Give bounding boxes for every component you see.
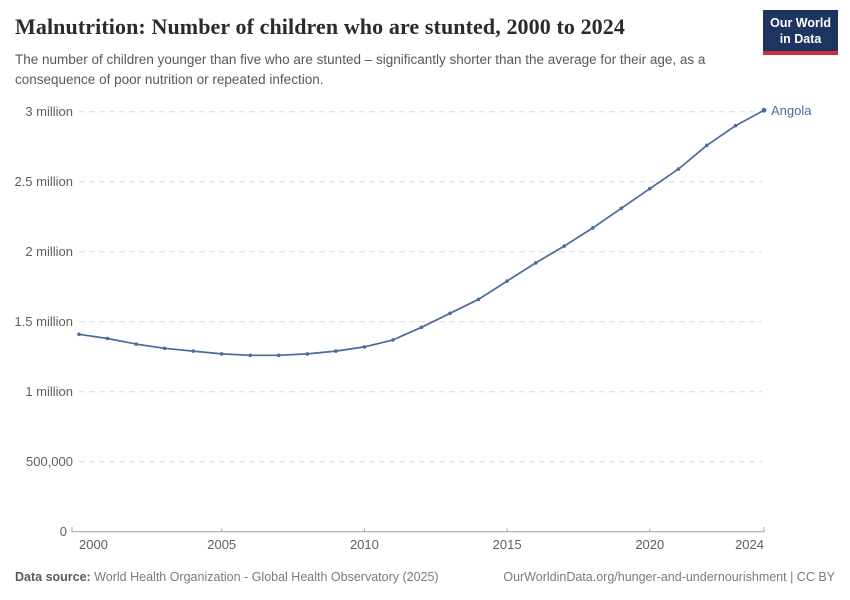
data-point[interactable] — [476, 297, 481, 302]
owid-logo[interactable]: Our World in Data — [763, 10, 838, 56]
data-point[interactable] — [419, 325, 424, 330]
data-point[interactable] — [191, 349, 195, 353]
data-point[interactable] — [391, 338, 395, 342]
x-axis — [71, 527, 765, 533]
y-axis-tick-label: 1.5 million — [14, 314, 73, 329]
data-point[interactable] — [362, 345, 367, 349]
y-axis-tick-label: 500,000 — [26, 454, 73, 469]
data-point[interactable] — [705, 143, 709, 148]
data-point[interactable] — [533, 261, 538, 265]
y-axis-tick-label: 3 million — [25, 104, 73, 119]
data-point[interactable] — [277, 353, 281, 358]
data-point[interactable] — [305, 352, 310, 356]
chart-subtitle: The number of children younger than five… — [15, 52, 706, 87]
owid-logo-line1: Our World — [770, 16, 831, 30]
data-point[interactable] — [505, 279, 509, 283]
data-point[interactable] — [733, 123, 738, 128]
data-point[interactable] — [134, 342, 138, 346]
data-point[interactable] — [562, 244, 566, 248]
footer-citation-link[interactable]: OurWorldinData.org/hunger-and-undernouri… — [503, 570, 835, 584]
x-axis-tick-label: 2005 — [207, 537, 236, 552]
y-axis-tick-label: 2.5 million — [14, 174, 73, 189]
data-source: Data source: World Health Organization -… — [15, 570, 439, 584]
data-point[interactable] — [77, 332, 81, 337]
x-axis-tick-label: 2010 — [350, 537, 379, 552]
data-point[interactable] — [248, 353, 253, 358]
data-point[interactable] — [676, 167, 681, 171]
data-point[interactable] — [619, 206, 624, 211]
data-point[interactable] — [334, 349, 338, 353]
data-point[interactable] — [591, 226, 595, 230]
series-end-label-angola[interactable]: Angola — [771, 103, 812, 118]
data-source-label: Data source: — [15, 570, 91, 584]
data-point[interactable] — [761, 107, 767, 113]
data-point[interactable] — [105, 336, 110, 341]
x-axis-tick-label: 2020 — [635, 537, 664, 552]
x-axis-tick-label: 2024 — [735, 537, 764, 552]
x-axis-tick-label: 2000 — [79, 537, 108, 552]
data-point[interactable] — [448, 311, 452, 316]
owid-logo-line2: in Data — [779, 31, 822, 46]
data-point[interactable] — [219, 352, 224, 356]
y-axis-tick-label: 1 million — [25, 384, 73, 399]
chart-title: Malnutrition: Number of children who are… — [15, 14, 625, 39]
data-source-value: World Health Organization - Global Healt… — [94, 570, 439, 584]
x-axis-tick-label: 2015 — [493, 537, 522, 552]
y-axis-tick-label: 2 million — [25, 244, 73, 259]
series-line-angola[interactable] — [78, 109, 765, 357]
data-point[interactable] — [648, 186, 652, 191]
data-point[interactable] — [162, 346, 167, 351]
y-axis-tick-label: 0 — [60, 524, 67, 539]
chart-footer: Data source: World Health Organization -… — [0, 570, 850, 584]
